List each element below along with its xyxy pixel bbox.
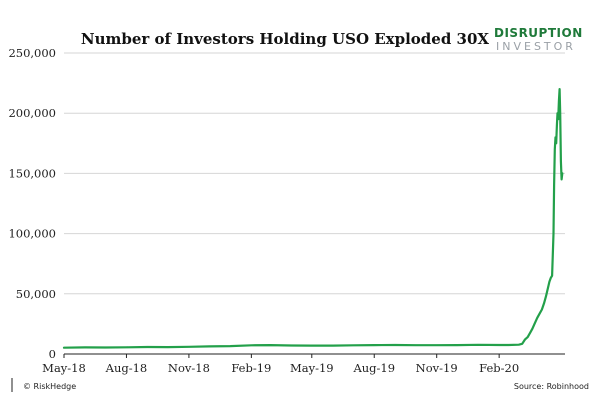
y-tick-label: 200,000 — [8, 106, 56, 120]
x-axis-ticks: May-18 Aug-18 Nov-18 Feb-19 May-19 Aug-19 Nov-… — [42, 354, 519, 375]
logo-line-1: DISRUPTION — [494, 26, 583, 40]
footer-credit: © RiskHedge — [23, 382, 76, 391]
x-tick-label: Nov-19 — [416, 361, 458, 375]
x-tick-label: May-18 — [42, 361, 86, 375]
y-tick-label: 150,000 — [8, 166, 56, 180]
x-tick-label: Nov-18 — [168, 361, 210, 375]
series-group — [62, 87, 564, 349]
x-tick-label: Feb-19 — [231, 361, 271, 375]
brand-logo: DISRUPTION INVESTOR — [494, 26, 583, 53]
y-tick-label: 50,000 — [16, 287, 56, 301]
y-tick-label: 0 — [49, 347, 56, 361]
logo-line-2: INVESTOR — [496, 40, 576, 53]
y-axis-ticks: 0 50,000 100,000 150,000 200,000 250,000 — [8, 46, 56, 361]
series-line-0 — [62, 87, 564, 349]
chart-title: Number of Investors Holding USO Exploded… — [81, 30, 490, 48]
x-tick-label: Aug-18 — [105, 361, 148, 375]
x-tick-label: May-19 — [290, 361, 334, 375]
grid-lines — [64, 52, 565, 295]
x-tick-label: Feb-20 — [479, 361, 519, 375]
footer-source: Source: Robinhood — [514, 382, 589, 391]
y-tick-label: 100,000 — [8, 227, 56, 241]
y-tick-label: 250,000 — [8, 46, 56, 60]
x-tick-label: Aug-19 — [352, 361, 395, 375]
